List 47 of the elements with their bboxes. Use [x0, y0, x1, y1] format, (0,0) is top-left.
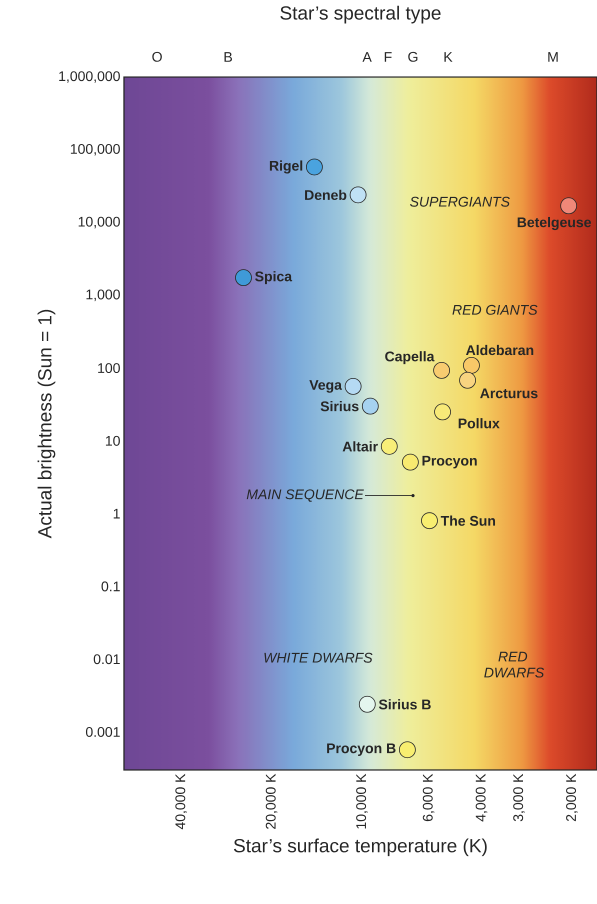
x-tick-label: 4,000 K — [476, 774, 488, 822]
y-tick-label: 0.1 — [102, 581, 120, 592]
annotation: WHITE DWARFS — [264, 652, 372, 663]
series-label: Procyon B — [327, 743, 396, 756]
y-tick-label: 10 — [106, 436, 120, 446]
series-label: Arcturus — [480, 388, 538, 398]
series-label: Capella — [385, 351, 434, 364]
text: G — [408, 52, 418, 62]
annotation: RED DWARFS — [484, 652, 544, 678]
y-tick-label: 0.01 — [94, 654, 120, 664]
text: K — [444, 52, 453, 62]
y-tick-label: 1,000,000 — [59, 71, 120, 83]
annotation: RED GIANTS — [452, 304, 538, 315]
x-tick-label: 40,000 K — [175, 774, 187, 830]
x-axis-title: Star’s surface temperature (K) — [234, 838, 487, 856]
series-label: Sirius — [320, 400, 359, 412]
x-tick-label: 10,000 K — [356, 774, 368, 829]
y-tick-label: 1 — [114, 508, 120, 518]
y-tick-label: 0.001 — [86, 726, 120, 737]
x-tick-label: 20,000 K — [266, 774, 278, 829]
x-tick-label: 3,000 K — [513, 774, 525, 822]
series-label: Deneb — [305, 190, 346, 200]
text: F — [384, 52, 392, 62]
y-tick-label: 100,000 — [70, 144, 120, 156]
series-label: Aldebaran — [466, 344, 534, 356]
series-label: Sirius B — [378, 699, 431, 710]
series-label: Rigel — [270, 160, 302, 174]
text: O — [152, 52, 162, 62]
text: A — [362, 52, 372, 62]
y-tick-label: 1,000 — [86, 290, 120, 302]
y-axis-title: Actual brightness (Sun = 1) — [38, 310, 56, 538]
series-label: Betelgeuse — [518, 216, 591, 230]
x-tick-label: 6,000 K — [422, 774, 434, 822]
y-tick-label: 100 — [98, 363, 120, 374]
series-label: Pollux — [458, 418, 500, 428]
x-tick-label: 2,000 K — [566, 774, 578, 822]
series-label: Spica — [255, 271, 292, 284]
series-label: Vega — [309, 380, 342, 393]
x2-axis-title: Star’s spectral type — [280, 6, 441, 24]
series-label: Procyon — [422, 456, 477, 468]
text: M — [548, 52, 558, 62]
y-tick-label: 10,000 — [78, 216, 120, 228]
annotation: MAIN SEQUENCE — [246, 489, 364, 502]
series-label: Altair — [342, 441, 378, 452]
series-label: The Sun — [440, 516, 496, 526]
text: B — [224, 52, 232, 62]
annotation: SUPERGIANTS — [410, 196, 510, 207]
